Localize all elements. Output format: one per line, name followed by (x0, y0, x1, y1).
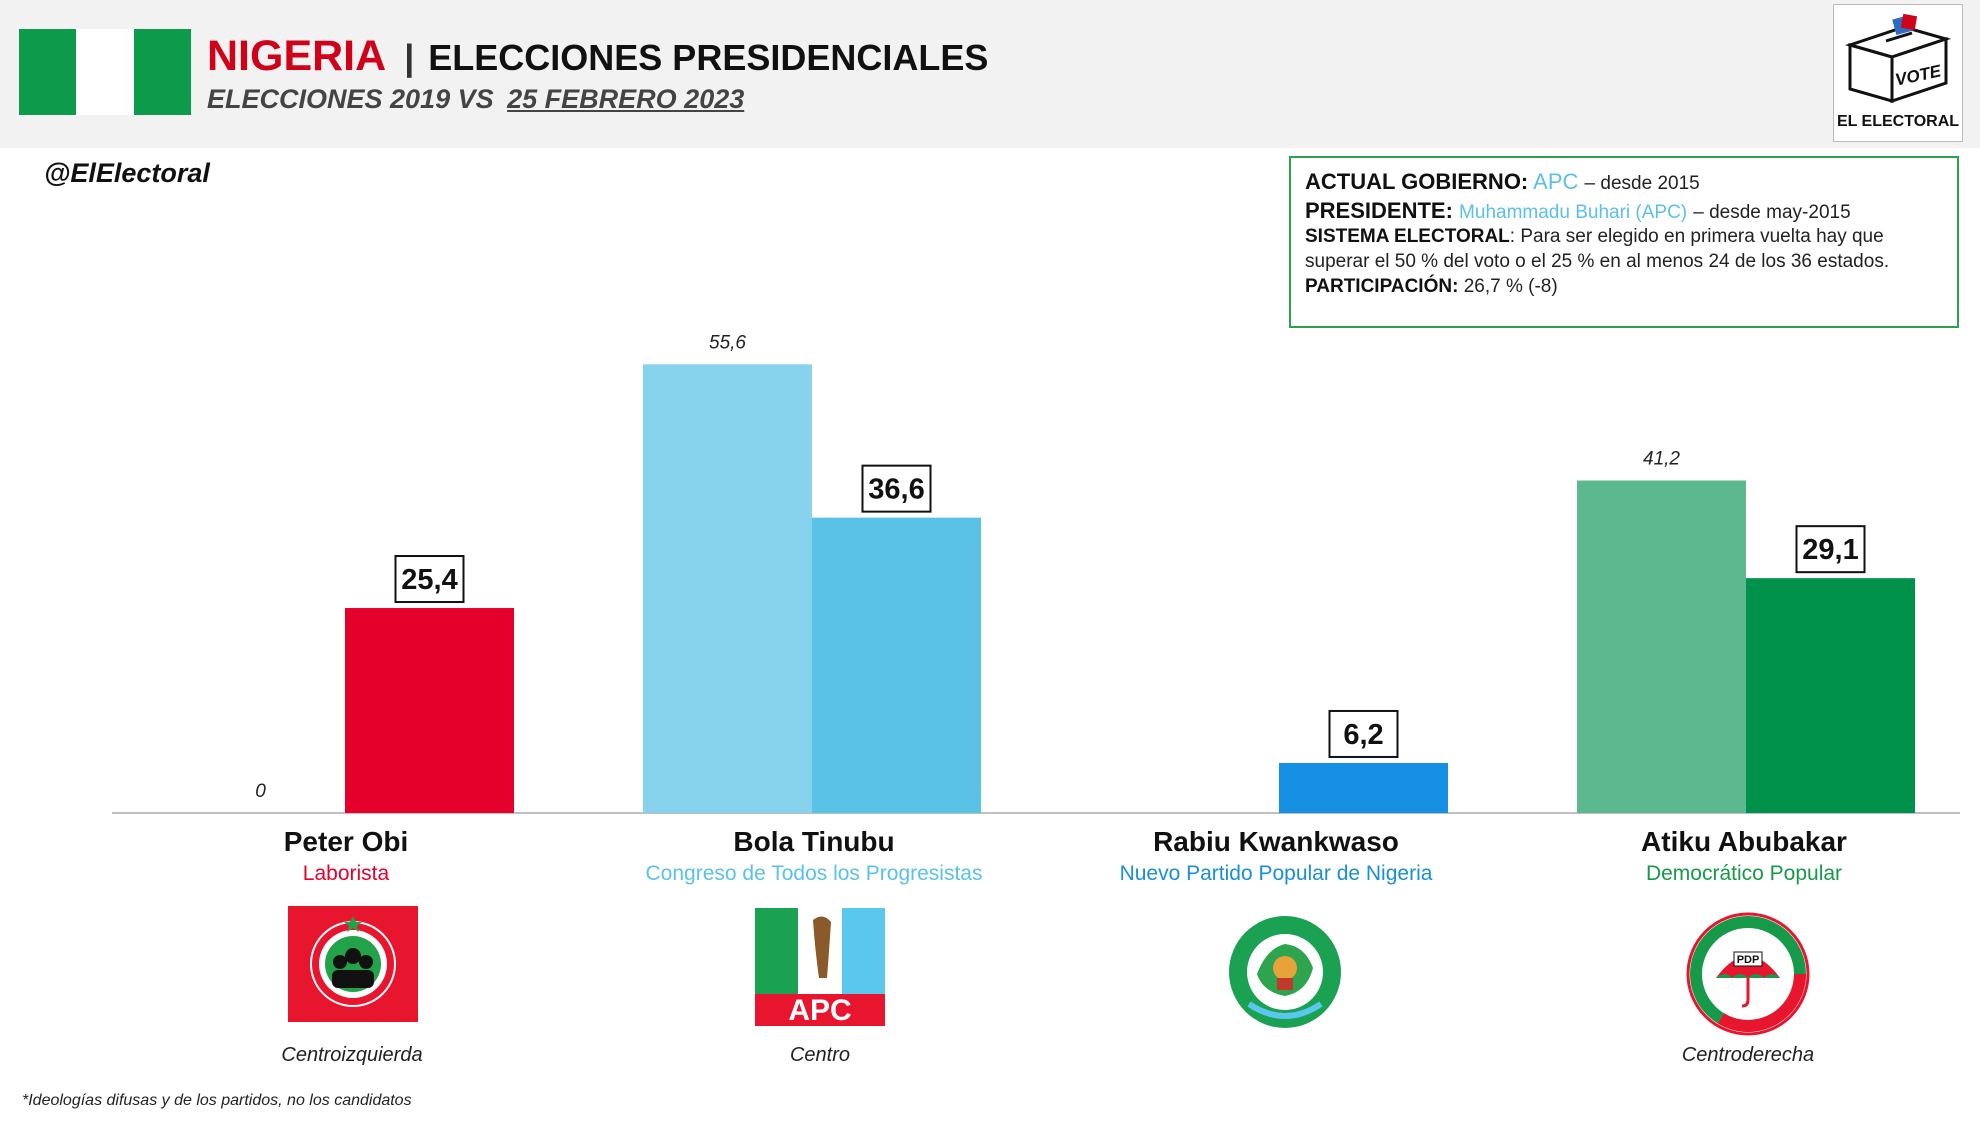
candidate-label-atiku: Atiku Abubakar Democrático Popular (1564, 826, 1924, 886)
candidate-party: Congreso de Todos los Progresistas (645, 862, 983, 885)
system-text-2: superar el 50 % del voto o el 25 % en al… (1305, 251, 1890, 273)
bar-2023-obi (345, 608, 514, 813)
title-main: ELECCIONES PRESIDENCIALES (428, 37, 989, 78)
data-label-2023-tinubu: 36,6 (868, 474, 924, 506)
twitter-handle: @ElElectoral (44, 158, 210, 188)
pres-label: PRESIDENTE: (1305, 197, 1453, 223)
pdp-logo-icon: PDP (1686, 912, 1810, 1036)
title-country: NIGERIA (207, 32, 387, 80)
candidate-label-obi: Peter Obi Laborista (166, 826, 526, 886)
bar-2019-atiku (1577, 480, 1746, 813)
flag-stripe-right (133, 29, 191, 115)
candidate-name: Rabiu Kwankwaso (1153, 826, 1399, 857)
pres-since: – desde may-2015 (1693, 201, 1851, 223)
data-label-2023-kwankwaso: 6,2 (1343, 719, 1383, 751)
footnote: *Ideologías difusas y de los partidos, n… (22, 1092, 412, 1109)
data-label-box-2023-obi (394, 555, 465, 604)
info-government: ACTUAL GOBIERNO: APC – desde 2015 (1305, 168, 1943, 197)
bar-2023-tinubu (812, 517, 981, 813)
data-label-2019-obi: 0 (255, 781, 266, 802)
gov-since: – desde 2015 (1584, 173, 1700, 194)
info-system-2: superar el 50 % del voto o el 25 % en al… (1305, 250, 1943, 275)
page-title: NIGERIA | ELECCIONES PRESIDENCIALES (207, 32, 988, 82)
el-electoral-logo: VOTE EL ELECTORAL (1833, 4, 1963, 142)
gov-label: ACTUAL GOBIERNO: (1305, 169, 1529, 194)
bar-2019-tinubu (643, 364, 812, 813)
data-label-box-2023-kwankwaso (1328, 709, 1399, 758)
subtitle-prefix: ELECCIONES 2019 VS (207, 84, 494, 114)
apc-logo-text: APC (788, 994, 851, 1026)
data-label-2019-atiku: 41,2 (1643, 449, 1680, 470)
candidate-party: Democrático Popular (1645, 862, 1843, 885)
system-text-1: : Para ser elegido en primera vuelta hay… (1509, 226, 1884, 248)
data-label-2023-obi: 25,4 (401, 564, 457, 596)
candidate-label-tinubu: Bola Tinubu Congreso de Todos los Progre… (634, 826, 994, 886)
flag-stripe-center (76, 29, 134, 115)
ideology-label: Centroderecha (1681, 1044, 1815, 1066)
bar-chart: 0 25,4 55,6 36,6 6,2 41,2 29,1 (112, 332, 1960, 814)
data-label-2019-tinubu: 55,6 (709, 332, 746, 353)
candidate-name: Bola Tinubu (733, 826, 895, 857)
nigeria-flag (19, 29, 191, 115)
info-president: PRESIDENTE: Muhammadu Buhari (APC) – des… (1305, 197, 1943, 226)
gov-party: APC (1533, 169, 1579, 194)
candidate-name: Peter Obi (283, 826, 409, 857)
data-label-box-2023-tinubu (861, 464, 932, 513)
ideology-label: Centro (789, 1044, 851, 1066)
ballot-box-icon: VOTE (1844, 13, 1952, 104)
data-label-2023-atiku: 29,1 (1802, 534, 1858, 566)
subtitle-date: 25 FEBRERO 2023 (507, 84, 745, 114)
flag-stripe-left (19, 29, 77, 115)
nnpp-logo-icon (1229, 916, 1341, 1028)
pres-name: Muhammadu Buhari (APC) (1459, 201, 1688, 223)
bar-2023-kwankwaso (1279, 762, 1448, 813)
candidate-name: Atiku Abubakar (1641, 826, 1847, 857)
bar-2023-atiku (1746, 578, 1915, 813)
system-label: SISTEMA ELECTORAL (1305, 226, 1510, 248)
brand-name: EL ELECTORAL (1836, 113, 1960, 130)
title-separator: | (404, 37, 415, 78)
data-label-box-2023-atiku (1795, 525, 1866, 574)
apc-logo-icon: APC (755, 908, 885, 1026)
header-bar: NIGERIA | ELECCIONES PRESIDENCIALES ELEC… (0, 0, 1980, 148)
ideology-label: Centroizquierda (281, 1044, 423, 1066)
page-subtitle: ELECCIONES 2019 VS 25 FEBRERO 2023 (207, 84, 744, 115)
info-system-1: SISTEMA ELECTORAL: Para ser elegido en p… (1305, 225, 1943, 250)
turnout-value: 26,7 % (-8) (1463, 275, 1558, 297)
candidate-party: Nuevo Partido Popular de Nigeria (1119, 862, 1433, 885)
info-box: ACTUAL GOBIERNO: APC – desde 2015 PRESID… (1289, 156, 1959, 328)
labour-party-logo-icon (288, 906, 418, 1022)
candidate-party: Laborista (302, 862, 390, 885)
candidate-label-kwankwaso: Rabiu Kwankwaso Nuevo Partido Popular de… (1096, 826, 1456, 886)
info-turnout: PARTICIPACIÓN: 26,7 % (-8) (1305, 275, 1943, 300)
turnout-label: PARTICIPACIÓN: (1305, 275, 1459, 297)
pdp-logo-text: PDP (1737, 954, 1760, 966)
